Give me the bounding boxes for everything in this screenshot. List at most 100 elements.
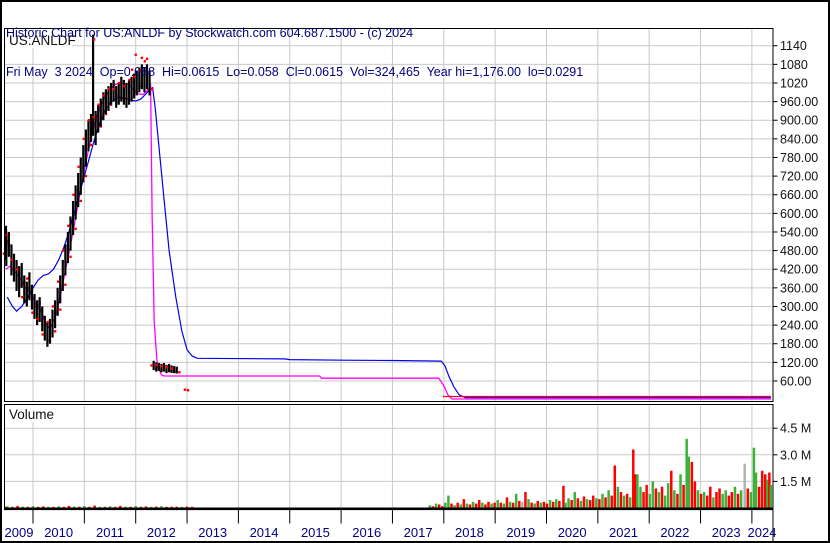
- price-bar: [102, 92, 105, 121]
- volume-bar: [555, 499, 558, 508]
- volume-bar: [721, 493, 724, 508]
- volume-bar: [484, 504, 487, 508]
- volume-bar: [524, 492, 527, 508]
- price-axis-label: 1140: [780, 39, 807, 53]
- price-bar: [152, 360, 155, 371]
- close-dot: [97, 103, 100, 106]
- volume-bar: [766, 479, 769, 508]
- price-bar: [64, 244, 67, 276]
- price-bar: [18, 266, 21, 298]
- volume-bar: [62, 506, 66, 508]
- price-axis-label: 660.00: [780, 188, 818, 202]
- volume-bar: [654, 488, 658, 508]
- volume-bar: [521, 501, 524, 508]
- price-bar: [125, 82, 128, 108]
- price-bar: [53, 300, 57, 329]
- volume-bar: [613, 465, 617, 508]
- year-label: 2019: [506, 525, 535, 540]
- price-bar: [115, 86, 118, 108]
- volume-bar: [437, 504, 441, 508]
- volume-bar: [502, 503, 506, 508]
- volume-bar: [462, 499, 466, 508]
- volume-bar: [67, 505, 71, 508]
- volume-bar: [709, 486, 712, 508]
- volume-bar: [508, 501, 512, 508]
- volume-bar: [564, 502, 567, 508]
- blue-ma-line: [6, 86, 771, 399]
- year-label: 2022: [660, 525, 689, 540]
- year-label: 2017: [404, 525, 433, 540]
- volume-bar: [702, 492, 706, 508]
- volume-bar: [622, 495, 626, 508]
- price-bar: [51, 309, 54, 338]
- close-dot: [2, 252, 6, 255]
- volume-bar: [190, 506, 194, 508]
- price-bar: [117, 82, 120, 105]
- volume-bar: [768, 472, 771, 508]
- price-bar: [41, 306, 44, 332]
- volume-bar: [760, 470, 764, 508]
- volume-axis-label: 1.5 M: [780, 475, 811, 489]
- volume-bar: [487, 501, 490, 508]
- volume-bar: [119, 505, 122, 508]
- volume-bar: [727, 495, 731, 508]
- volume-bar: [490, 503, 493, 508]
- close-dot: [59, 308, 62, 311]
- price-bar: [79, 157, 82, 195]
- price-bar: [94, 110, 97, 146]
- volume-bar: [16, 505, 19, 508]
- price-bar: [23, 275, 26, 304]
- close-dot: [72, 193, 75, 196]
- volume-bar: [103, 506, 107, 508]
- volume-bar: [477, 500, 481, 508]
- volume-bar: [113, 506, 117, 508]
- volume-bar: [651, 481, 655, 508]
- close-dot: [53, 330, 57, 333]
- volume-bar: [139, 506, 143, 508]
- close-dot: [20, 295, 24, 299]
- price-axis-label: 780.00: [780, 151, 818, 165]
- close-dot: [140, 56, 144, 60]
- volume-axis-label: 3.0 M: [780, 448, 811, 462]
- volume-axis-label: 4.5 M: [780, 422, 811, 436]
- close-dot: [150, 364, 153, 367]
- volume-bar: [474, 503, 478, 508]
- volume-bar: [588, 500, 592, 508]
- year-label: 2012: [147, 525, 176, 540]
- volume-bar: [769, 484, 773, 508]
- close-dot: [92, 38, 96, 41]
- volume-bar: [576, 498, 580, 508]
- price-bar: [38, 297, 41, 322]
- volume-bar: [739, 490, 743, 508]
- volume-bar: [124, 506, 127, 508]
- volume-bar: [619, 492, 623, 508]
- price-bar: [99, 98, 102, 127]
- year-label: 2018: [455, 525, 484, 540]
- volume-bar: [730, 492, 734, 508]
- volume-bar: [764, 474, 767, 508]
- price-bar: [157, 362, 160, 372]
- price-bar: [28, 272, 31, 301]
- price-bar: [155, 362, 158, 372]
- volume-bar: [690, 461, 694, 508]
- volume-bar: [441, 506, 444, 508]
- volume-bar: [160, 506, 163, 508]
- year-label: 2014: [250, 525, 279, 540]
- volume-panel-label: Volume: [9, 407, 54, 422]
- volume-bar: [144, 506, 148, 508]
- close-dot: [165, 365, 169, 369]
- volume-bar: [527, 499, 530, 508]
- price-bar: [33, 294, 36, 319]
- volume-bar: [52, 506, 55, 508]
- price-bar: [175, 366, 178, 374]
- close-dot: [123, 84, 126, 88]
- close-dot: [67, 224, 70, 227]
- volume-bar: [180, 506, 184, 508]
- volume-bar: [616, 486, 620, 508]
- year-label: 2009: [5, 525, 34, 540]
- volume-bar: [676, 493, 679, 508]
- price-bar: [84, 129, 87, 167]
- price-bar: [112, 79, 115, 102]
- price-bar: [122, 79, 125, 105]
